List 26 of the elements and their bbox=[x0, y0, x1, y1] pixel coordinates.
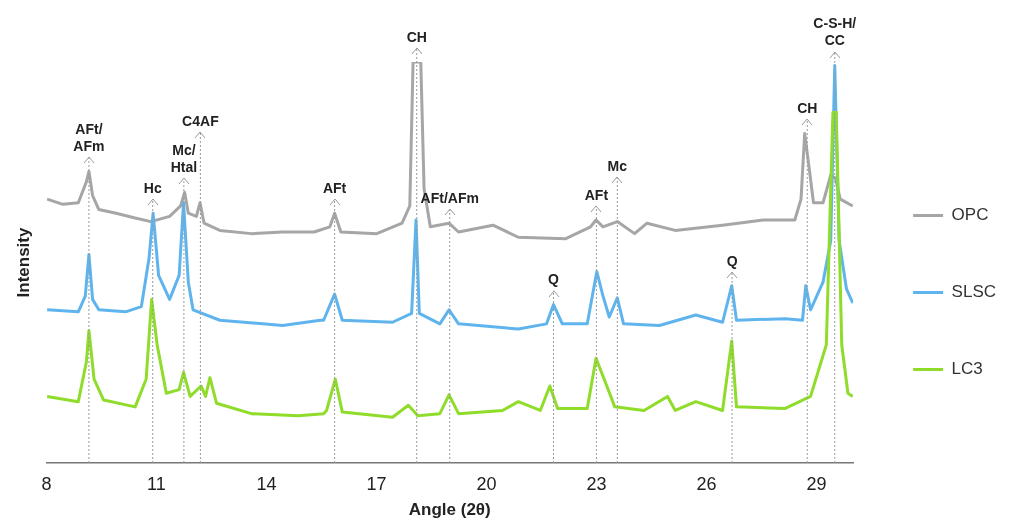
ref-line-label: Mc bbox=[607, 157, 628, 174]
ref-line-label: AFt bbox=[322, 180, 347, 197]
ref-line-label: CH bbox=[406, 28, 427, 45]
ref-line-label: CH bbox=[797, 100, 818, 117]
legend-label: OPC bbox=[951, 205, 989, 225]
x-tick-label: 8 bbox=[41, 473, 52, 494]
x-axis-title: Angle (2θ) bbox=[408, 500, 491, 520]
ref-line-label: AFt/ AFm bbox=[73, 121, 105, 155]
legend-label: LC3 bbox=[951, 359, 983, 379]
x-tick-label: 11 bbox=[147, 473, 166, 494]
y-axis-title: Intensity bbox=[13, 227, 33, 298]
x-tick-label: 23 bbox=[586, 473, 607, 494]
ref-line-label: Q bbox=[548, 271, 560, 288]
x-tick-label: 14 bbox=[256, 473, 277, 494]
legend-label: SLSC bbox=[951, 282, 997, 302]
ref-line-label: AFt/AFm bbox=[420, 190, 479, 207]
ref-line-label: C4AF bbox=[182, 113, 220, 130]
x-tick-label: 29 bbox=[806, 473, 827, 494]
ref-line-label: Mc/ Htal bbox=[170, 142, 198, 176]
ref-line-label: C-S-H/ CC bbox=[813, 15, 857, 49]
x-tick-label: 20 bbox=[476, 473, 497, 494]
ref-line-label: Q bbox=[726, 252, 738, 269]
x-tick-label: 26 bbox=[696, 473, 717, 494]
ref-line-label: AFt bbox=[584, 186, 609, 203]
x-tick-label: 17 bbox=[366, 473, 387, 494]
ref-line-label: Hc bbox=[143, 180, 162, 197]
